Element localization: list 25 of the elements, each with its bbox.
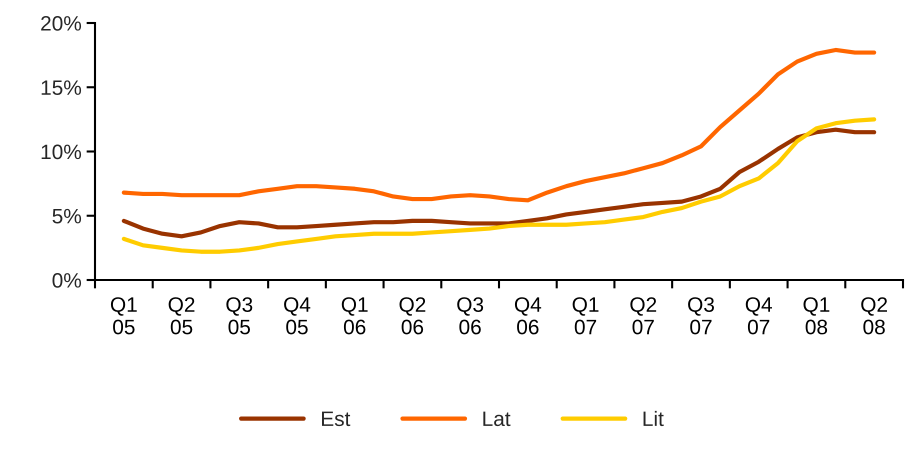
- line-series: [122, 128, 876, 238]
- x-tick-label: Q1 06: [342, 297, 368, 334]
- x-tick-label: Q1 08: [804, 297, 830, 334]
- y-tick-label: 10%: [42, 144, 82, 160]
- x-tick-label: Q2 06: [400, 297, 426, 334]
- y-tick-label: 20%: [41, 16, 82, 31]
- y-tick-label: 0%: [52, 273, 82, 288]
- x-tick-label: Q4 06: [514, 297, 542, 334]
- x-tick-label: Q2 05: [168, 297, 194, 334]
- line-series: [122, 48, 876, 202]
- x-tick-label: Q3 06: [457, 297, 484, 334]
- x-tick-label: Q1 07: [572, 297, 598, 334]
- x-tick-label: Q4 05: [284, 297, 310, 334]
- legend-label: Lit: [644, 410, 664, 426]
- line-series: [122, 117, 876, 254]
- x-tick-label: Q1 05: [110, 297, 137, 334]
- x-tick-label: Q3 05: [226, 297, 252, 334]
- legend-label: Est: [322, 412, 350, 426]
- y-tick-label: 15%: [42, 80, 82, 96]
- legend-label: Lat: [483, 412, 510, 426]
- x-tick-label: Q2 07: [630, 297, 656, 334]
- y-tick-label: 5%: [52, 208, 82, 224]
- x-tick-label: Q3 07: [688, 297, 714, 334]
- x-tick-label: Q2 08: [861, 297, 887, 334]
- x-tick-label: Q4 07: [746, 297, 772, 334]
